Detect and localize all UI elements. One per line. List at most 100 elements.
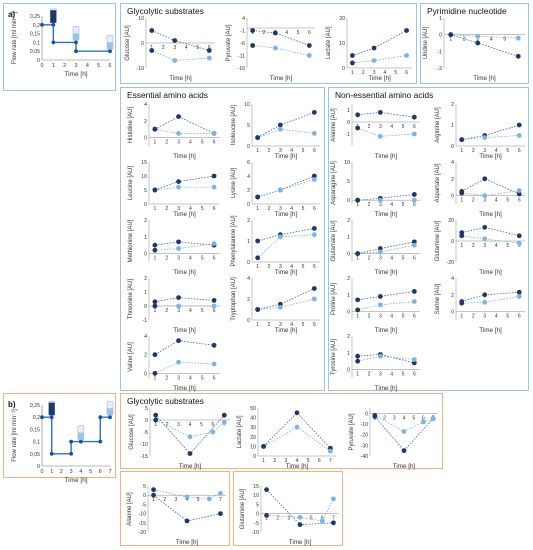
flow-point (69, 439, 74, 444)
x-axis-label: Time [h] (173, 153, 196, 160)
tick-label-y: 5 (256, 502, 259, 508)
tick-label-x: 3 (75, 63, 78, 69)
series-line (352, 55, 407, 64)
series-line (257, 288, 315, 310)
tick-label-x: 6 (99, 469, 102, 475)
data-point (350, 53, 355, 58)
data-point (411, 192, 417, 197)
data-point (411, 239, 417, 245)
tick-label-y: 0 (247, 202, 250, 208)
data-point (152, 247, 158, 253)
tick-label-y: 2 (451, 177, 454, 183)
data-point (152, 352, 158, 358)
data-point (264, 513, 269, 518)
flow-chart-a_flow: 0 1 2 3 4 5 6 0 0,05 0,1 0,15 0,2 0,25 Flow rate [ml … (12, 8, 114, 78)
data-point (211, 241, 217, 246)
data-point (482, 299, 488, 305)
tick-label-x: 3 (279, 264, 282, 270)
tick-label-y: 4 (247, 276, 250, 282)
tick-label-x: 5 (297, 30, 300, 36)
bottle-fill-icon (73, 33, 79, 41)
tick-label-x: 3 (173, 45, 176, 51)
data-point (430, 416, 436, 422)
data-point (297, 514, 303, 520)
tick-label-y: -1 (142, 318, 147, 324)
tick-label-y: 0,05 (30, 452, 40, 458)
tick-label-x: 3 (177, 308, 180, 314)
y-axis-label: Histidine [AU] (128, 107, 134, 144)
tick-label-x: 7 (329, 458, 332, 464)
flow-point (98, 415, 103, 420)
tick-label-y: 4 (242, 16, 245, 22)
section-title: Pyrimidine nucleotide (427, 6, 507, 16)
flow-point (98, 439, 103, 444)
tick-label-y: 0 (144, 202, 147, 208)
tick-label-y: 0 (451, 239, 454, 245)
data-point (475, 33, 481, 39)
x-axis-label: Time [h] (176, 539, 199, 546)
bottle-fill-icon (77, 432, 84, 440)
data-point (218, 511, 223, 516)
tick-label-x: 2 (163, 497, 166, 503)
tick-label-y: 0 (256, 512, 259, 518)
tick-label-y: -15 (141, 454, 149, 460)
data-point (411, 131, 417, 137)
series-line (151, 50, 210, 61)
series-line (154, 241, 215, 246)
data-point (515, 35, 521, 41)
tick-label-x: 4 (390, 202, 393, 208)
data-point (377, 294, 383, 299)
tick-label-x: 6 (313, 206, 316, 212)
y-axis-label: Phenylalanine [AU] (231, 215, 237, 266)
series-line (153, 489, 221, 500)
tick-label-y: 15 (141, 160, 147, 166)
tick-label-x: 3 (379, 256, 382, 262)
data-point (377, 110, 383, 115)
tick-label-x: 5 (402, 314, 405, 320)
tick-label-x: 6 (213, 375, 216, 381)
tick-label-y: 0 (145, 418, 148, 424)
tick-label-x: 3 (177, 256, 180, 262)
data-point (176, 338, 181, 344)
tick-label-x: 4 (290, 206, 293, 212)
flow-panel-b: b) (3, 393, 116, 478)
series-line (252, 30, 310, 46)
data-point (411, 242, 417, 248)
section-b-alanine (120, 471, 230, 546)
tick-label-x: 6 (213, 206, 216, 212)
data-point (377, 197, 383, 203)
flow-point (74, 49, 78, 54)
data-point (411, 357, 417, 362)
chart-a_tryptophan: 0 2 4 1 2 3 4 5 6 Tryptophan [AU] Time [h] (231, 276, 320, 334)
tick-label-x: 6 (518, 314, 521, 320)
data-point (331, 496, 336, 502)
tick-label-x: 1 (449, 37, 452, 43)
chart-b_glutamine: -10-50510151234567Glutamine [AU]Time [h] (240, 484, 339, 546)
y-axis-label: Asparagine [AU] (331, 161, 337, 205)
tick-label-y: 0 (439, 33, 442, 39)
data-point (306, 43, 312, 48)
data-point (404, 53, 409, 58)
tick-label-y: 0 (37, 58, 40, 64)
tick-label-x: 3 (177, 375, 180, 381)
tick-label-x: 3 (177, 140, 180, 146)
tick-label-y: 0 (143, 493, 146, 499)
series-line (461, 296, 520, 304)
tick-label-y: 0,25 (30, 14, 40, 20)
chart-a_isoleucine: 0 5 10 1 2 3 4 5 6 Isoleucine [AU] Time [h] (231, 102, 320, 160)
tick-label-x: 3 (174, 497, 177, 503)
series-line (357, 127, 415, 137)
tick-label-x: 6 (518, 198, 521, 204)
bottle-fill-icon (50, 10, 57, 23)
series-line (352, 30, 407, 56)
tick-label-x: 1 (52, 63, 55, 69)
flow-line (42, 416, 110, 455)
tick-label-x: 4 (390, 256, 393, 262)
series-line (154, 128, 215, 134)
tick-label-y: 0 (144, 371, 147, 377)
y-axis-label: Methionine [AU] (128, 219, 134, 262)
tick-label-y: 0,2 (33, 23, 40, 29)
tick-label-x: 1 (152, 497, 155, 503)
x-axis-label: Time [h] (275, 211, 298, 218)
tick-label-x: 6 (213, 256, 216, 262)
